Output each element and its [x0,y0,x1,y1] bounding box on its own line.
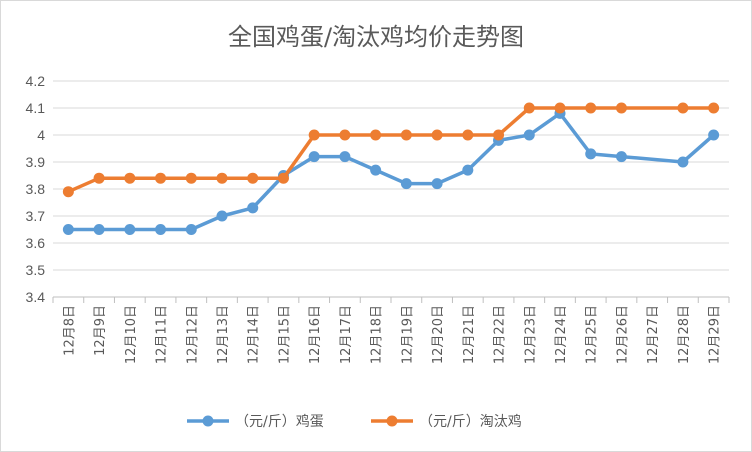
x-tick-label: 12月26日 [615,305,630,364]
legend-swatch-marker [386,415,398,427]
data-point [585,102,597,114]
y-tick-label: 4 [37,127,45,143]
data-point [431,129,443,141]
x-tick-label: 12月27日 [646,305,661,364]
data-point [62,186,74,198]
data-point [554,102,566,114]
data-point [124,172,136,184]
data-point [216,210,228,222]
legend-label: （元/斤）鸡蛋 [235,413,324,430]
x-tick-label: 12月22日 [493,305,508,364]
legend-item: （元/斤）鸡蛋 [187,413,324,430]
data-point [708,129,720,141]
x-tick-label: 12月21日 [462,305,477,364]
data-point [308,129,320,141]
data-point [62,224,74,235]
x-tick-label: 12月23日 [523,305,538,364]
legend-swatch-marker [202,415,214,427]
y-tick-label: 3.8 [26,181,46,197]
data-point [93,224,105,235]
data-point [708,102,720,114]
data-point [400,178,412,190]
data-point [247,172,259,184]
x-axis: 12月8日 12月9日 12月10日 12月11日 12月12日 12月13日 12月14日… [52,296,730,364]
data-point [339,151,351,163]
x-tick-label: 12月17日 [339,305,354,364]
y-tick-label: 3.4 [26,289,46,305]
x-tick-label: 12月18日 [370,305,385,364]
data-point [247,202,259,214]
x-tick-label: 12月12日 [185,305,200,364]
x-tick-label: 12月25日 [585,305,600,364]
y-tick-label: 3.7 [26,208,46,224]
data-point [677,156,689,168]
y-tick-label: 3.5 [26,262,46,278]
chart-title: 全国鸡蛋/淘汰鸡均价走势图 [228,23,524,51]
legend-label: （元/斤）淘汰鸡 [419,413,522,430]
x-tick-label: 12月15日 [277,305,292,364]
data-point [124,224,136,235]
data-point [615,102,627,114]
data-point [185,172,197,184]
y-tick-label: 3.9 [26,154,46,170]
series-line [68,111,715,232]
x-tick-label: 12月11日 [155,305,170,364]
series-layer [62,102,720,235]
data-point [400,129,412,141]
legend-item: （元/斤）淘汰鸡 [371,413,522,430]
data-point [431,178,443,190]
data-point [615,151,627,163]
data-point [523,102,535,114]
data-point [93,172,105,184]
x-tick-label: 12月9日 [93,305,108,356]
y-axis-ticks: 3.4 3.5 3.6 3.7 3.8 3.9 4 4.1 4.2 [26,73,46,305]
data-point [370,129,382,141]
x-tick-label: 12月20日 [431,305,446,364]
data-point [370,164,382,176]
x-tick-label: 12月19日 [400,305,415,364]
data-point [216,172,228,184]
y-tick-label: 3.6 [26,235,46,251]
data-point [523,129,535,141]
data-point [339,129,351,141]
x-tick-label: 12月10日 [124,305,139,364]
x-tick-label: 12月8日 [62,305,77,356]
legend: （元/斤）鸡蛋 （元/斤）淘汰鸡 [187,413,522,430]
data-point [185,224,197,235]
x-tick-label: 12月24日 [554,305,569,364]
x-tick-label: 12月16日 [308,305,323,364]
data-point [155,224,167,235]
gridlines [53,80,729,298]
data-point [462,129,474,141]
x-tick-label: 12月28日 [677,305,692,364]
series-2 [62,102,720,198]
data-point [308,151,320,163]
data-point [677,102,689,114]
data-point [585,148,597,160]
data-point [462,164,474,176]
x-tick-label: 12月14日 [247,305,262,364]
data-point [493,129,505,141]
data-point [155,172,167,184]
y-tick-label: 4.2 [26,73,46,89]
x-tick-label: 12月29日 [708,305,723,364]
y-tick-label: 4.1 [26,100,46,116]
x-tick-label: 12月13日 [216,305,231,364]
data-point [277,172,289,184]
